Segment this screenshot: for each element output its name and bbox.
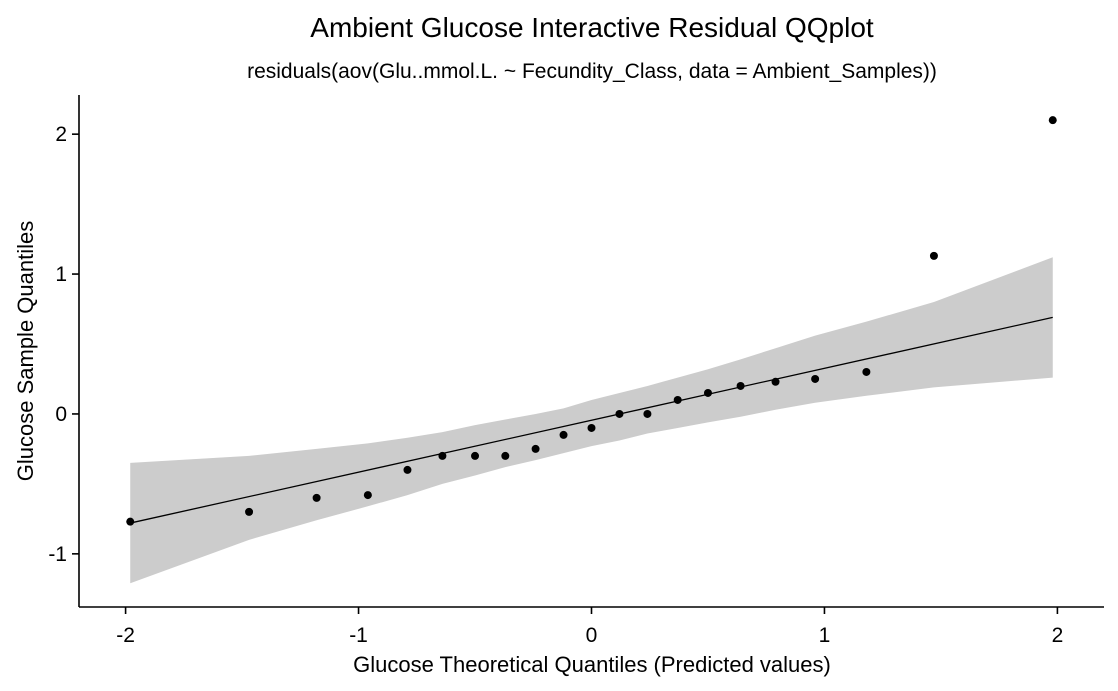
x-tick-label: -1 xyxy=(349,624,368,647)
data-point xyxy=(615,409,624,418)
data-point xyxy=(471,451,480,460)
x-ticks: -2 -1 0 1 2 xyxy=(116,607,1063,647)
data-point xyxy=(501,451,510,460)
data-point xyxy=(312,493,321,502)
data-point xyxy=(929,251,938,260)
y-ticks: -1 0 1 2 xyxy=(48,123,79,566)
data-point xyxy=(559,430,568,439)
y-tick-label: 0 xyxy=(55,403,67,426)
x-tick-label: 2 xyxy=(1052,624,1064,647)
y-tick-label: -1 xyxy=(48,543,67,566)
data-point xyxy=(126,517,135,526)
x-tick-label: 1 xyxy=(819,624,831,647)
data-point xyxy=(643,409,652,418)
chart-title: Ambient Glucose Interactive Residual QQp… xyxy=(310,12,874,43)
data-point xyxy=(403,465,412,474)
y-tick-label: 2 xyxy=(55,123,67,146)
x-tick-label: 0 xyxy=(586,624,598,647)
data-point xyxy=(363,491,372,500)
data-point xyxy=(1048,116,1057,125)
y-axis-label: Glucose Sample Quantiles xyxy=(13,221,38,481)
x-tick-label: -2 xyxy=(116,624,135,647)
data-point xyxy=(736,381,745,390)
data-point xyxy=(245,507,254,516)
x-axis-label: Glucose Theoretical Quantiles (Predicted… xyxy=(353,652,831,677)
data-point xyxy=(862,367,871,376)
data-point xyxy=(438,451,447,460)
reference-line xyxy=(130,316,1053,524)
data-point xyxy=(673,395,682,404)
data-point xyxy=(703,388,712,397)
data-point xyxy=(587,423,596,432)
data-points-layer xyxy=(126,116,1057,526)
data-point xyxy=(811,374,820,383)
data-point xyxy=(771,377,780,386)
y-tick-label: 1 xyxy=(55,263,67,286)
reference-line-layer xyxy=(130,316,1053,524)
chart-subtitle: residuals(aov(Glu..mmol.L. ~ Fecundity_C… xyxy=(247,60,937,83)
data-point xyxy=(531,444,540,453)
